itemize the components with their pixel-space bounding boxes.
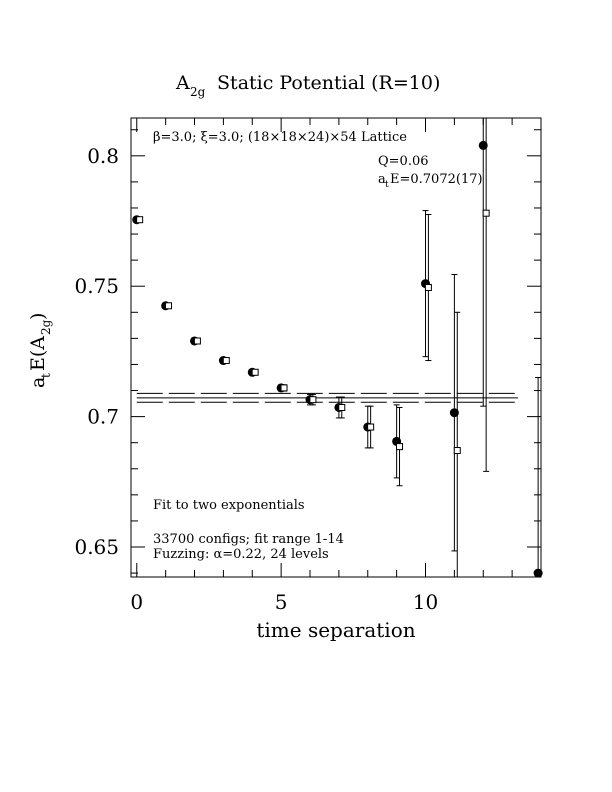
data-point-square	[193, 337, 201, 345]
x-axis-title: time separation	[256, 618, 415, 642]
chart-title: A 2g Static Potential (R=10)	[175, 72, 440, 99]
data-point-square	[222, 357, 230, 365]
data-point-square	[338, 403, 346, 411]
y-axis-title: a t E(A 2g )	[27, 313, 53, 388]
title-main: A	[175, 72, 190, 94]
y-label-sub-2g: 2g	[39, 319, 53, 335]
energy-annotation: E=0.7072(17)	[390, 172, 483, 187]
data-point-circle	[478, 140, 488, 150]
title-rest: Static Potential (R=10)	[211, 72, 440, 94]
x-tick-label: 0	[130, 590, 143, 614]
title-subscript: 2g	[190, 85, 206, 99]
y-label-end: )	[27, 313, 49, 320]
data-point-circle	[533, 568, 543, 578]
configs-annotation: 33700 configs; fit range 1-14	[153, 532, 344, 547]
lattice-annotation: β=3.0; ξ=3.0; (18×18×24)×54 Lattice	[153, 130, 407, 145]
data-point-square	[251, 368, 259, 376]
plot-frame	[130, 117, 542, 578]
y-tick-label: 0.65	[74, 535, 119, 559]
data-point-square	[453, 447, 461, 455]
fuzzing-annotation: Fuzzing: α=0.22, 24 levels	[153, 547, 329, 562]
fit-band	[136, 392, 518, 403]
data-markers	[132, 140, 543, 578]
energy-subscript: t	[385, 180, 389, 190]
x-axis: 0 5 10	[130, 118, 542, 614]
y-axis: 0.65 0.7 0.75 0.8	[74, 129, 541, 574]
data-point-square	[165, 302, 173, 310]
data-point-square	[280, 384, 288, 392]
x-axis-label: time separation	[256, 618, 415, 642]
y-tick-label: 0.8	[87, 144, 119, 168]
annotations: β=3.0; ξ=3.0; (18×18×24)×54 Lattice Q=0.…	[153, 130, 483, 562]
x-tick-label: 5	[275, 590, 288, 614]
x-tick-label: 10	[413, 590, 438, 614]
q-annotation: Q=0.06	[378, 154, 429, 169]
fit-type-annotation: Fit to two exponentials	[153, 498, 305, 513]
data-point-square	[309, 396, 317, 404]
y-tick-label: 0.7	[87, 405, 119, 429]
y-tick-label: 0.75	[74, 274, 119, 298]
data-point-square	[396, 443, 404, 451]
y-label-sub-t: t	[39, 373, 53, 378]
data-point-square	[136, 216, 144, 224]
data-point-circle	[449, 408, 459, 418]
y-label-a: a	[27, 377, 49, 388]
data-point-square	[482, 209, 490, 217]
data-point-square	[424, 284, 432, 292]
y-label-mid: E(A	[27, 336, 49, 371]
data-point-square	[367, 423, 375, 431]
energy-prefix: a	[378, 172, 386, 187]
